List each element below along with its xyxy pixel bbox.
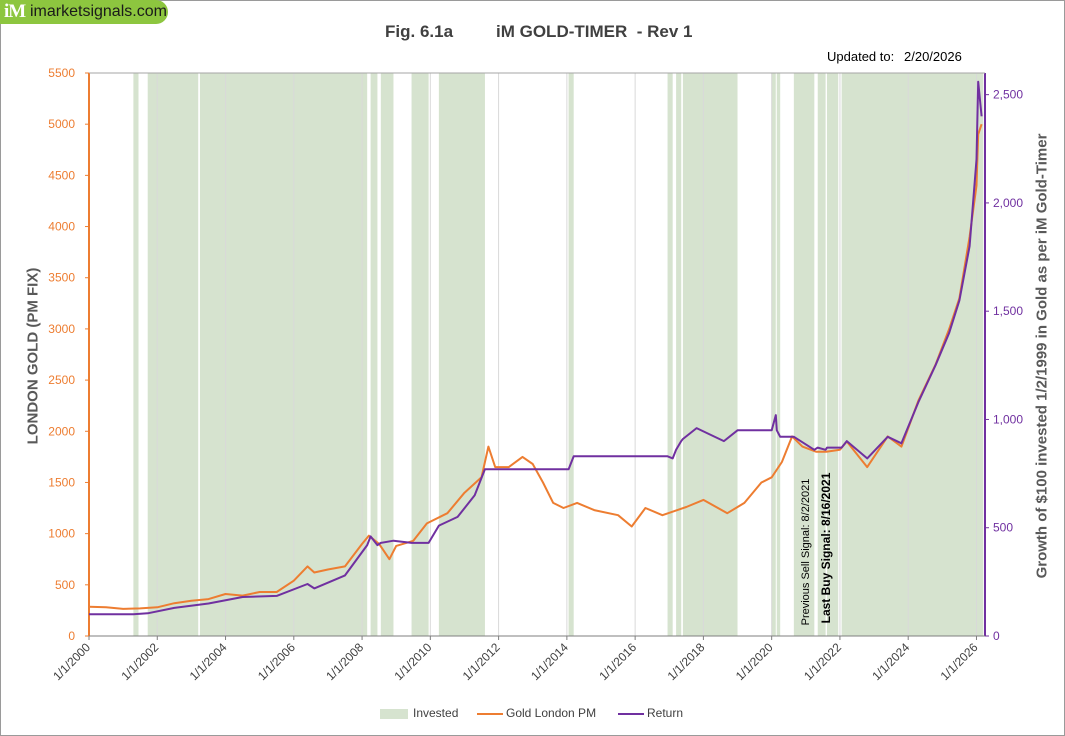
invested-band xyxy=(771,73,776,636)
y-left-tick-label: 3000 xyxy=(48,322,75,336)
legend-invested-swatch xyxy=(380,709,408,719)
figure-number: Fig. 6.1a xyxy=(385,22,454,41)
x-tick-label: 1/1/2010 xyxy=(392,640,435,683)
invested-band xyxy=(133,73,139,636)
chart-title: iM GOLD-TIMER - Rev 1 xyxy=(496,22,693,41)
invested-band xyxy=(411,73,429,636)
previous-sell-signal: Previous Sell Signal: 8/2/2021 xyxy=(800,478,812,626)
invested-band xyxy=(438,73,485,636)
x-tick-label: 1/1/2006 xyxy=(255,640,298,683)
y-right-tick-label: 500 xyxy=(993,521,1013,535)
legend-invested-label: Invested xyxy=(413,706,459,720)
invested-band xyxy=(676,73,682,636)
y-right-tick-label: 1,000 xyxy=(993,412,1023,426)
y-left-tick-label: 500 xyxy=(55,578,75,592)
y-left-tick-label: 2500 xyxy=(48,373,75,387)
invested-band xyxy=(568,73,574,636)
y-axis-right-label: Growth of $100 invested 1/2/1999 in Gold… xyxy=(1033,133,1051,579)
invested-band xyxy=(817,73,826,636)
y-right-tick-label: 2,000 xyxy=(993,196,1023,210)
y-axis-left-label: LONDON GOLD (PM FIX) xyxy=(24,267,42,445)
logo-site-name: imarketsignals.com xyxy=(30,3,167,20)
y-left-tick-label: 1000 xyxy=(48,527,75,541)
x-tick-label: 1/1/2022 xyxy=(801,640,844,683)
y-left-tick-label: 4000 xyxy=(48,220,75,234)
y-left-tick-label: 5500 xyxy=(48,66,75,80)
invested-band xyxy=(776,73,781,636)
x-tick-label: 1/1/2018 xyxy=(665,640,708,683)
y-left-tick-label: 4500 xyxy=(48,168,75,182)
x-tick-label: 1/1/2012 xyxy=(460,640,503,683)
y-left-tick-label: 2000 xyxy=(48,424,75,438)
x-tick-label: 1/1/2000 xyxy=(50,640,93,683)
legend-gold-label: Gold London PM xyxy=(506,706,597,720)
y-right-tick-label: 0 xyxy=(993,629,1000,643)
x-tick-label: 1/1/2024 xyxy=(869,640,912,683)
x-tick-label: 1/1/2002 xyxy=(118,640,161,683)
invested-band xyxy=(370,73,378,636)
y-left-tick-label: 5000 xyxy=(48,117,75,131)
invested-band xyxy=(380,73,394,636)
y-left-tick-label: 1500 xyxy=(48,475,75,489)
invested-band xyxy=(682,73,738,636)
return-line xyxy=(89,80,983,616)
invested-band xyxy=(793,73,815,636)
x-tick-label: 1/1/2016 xyxy=(596,640,639,683)
y-right-tick-label: 1,500 xyxy=(993,304,1023,318)
invested-band xyxy=(667,73,673,636)
legend-return-label: Return xyxy=(647,706,684,720)
site-logo[interactable]: iM imarketsignals.com xyxy=(0,0,168,24)
y-left-tick-label: 3500 xyxy=(48,271,75,285)
invested-band xyxy=(147,73,199,636)
x-tick-label: 1/1/2014 xyxy=(528,640,571,683)
updated-date: 2/20/2026 xyxy=(904,49,962,64)
logo-mark: iM xyxy=(4,1,26,22)
invested-band xyxy=(199,73,368,636)
invested-band xyxy=(826,73,839,636)
updated-label: Updated to: xyxy=(827,49,895,64)
y-left-tick-label: 0 xyxy=(68,629,75,643)
x-tick-label: 1/1/2008 xyxy=(323,640,366,683)
gold-london-pm-line xyxy=(88,123,983,610)
x-tick-label: 1/1/2020 xyxy=(733,640,776,683)
x-tick-label: 1/1/2026 xyxy=(938,640,981,683)
last-buy-signal: Last Buy Signal: 8/16/2021 xyxy=(819,472,833,624)
y-right-tick-label: 2,500 xyxy=(993,88,1023,102)
x-tick-label: 1/1/2004 xyxy=(187,640,230,683)
invested-band xyxy=(841,73,984,636)
